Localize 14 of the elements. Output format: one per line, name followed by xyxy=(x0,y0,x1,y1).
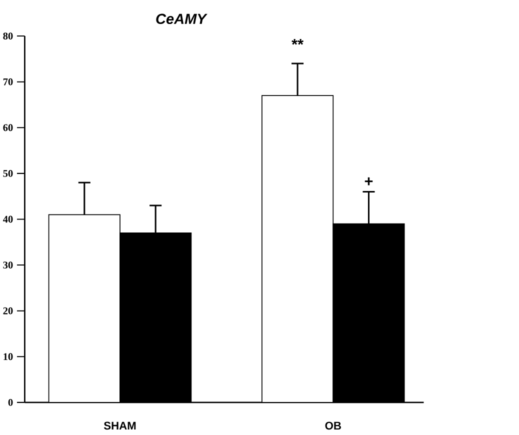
y-tick-label: 30 xyxy=(3,262,13,268)
annotation: ** xyxy=(292,39,304,45)
y-tick-label: 20 xyxy=(3,307,13,314)
y-tick-label: 0 xyxy=(8,398,13,406)
y-tick-label: 50 xyxy=(3,170,13,177)
y-tick-label: 60 xyxy=(3,124,13,132)
y-tick-label: 40 xyxy=(2,216,13,223)
x-tick-label: SHAM xyxy=(104,422,136,430)
annotation: + xyxy=(364,177,373,186)
x-tick-label: OB xyxy=(325,422,341,430)
chart-title: CeAMY xyxy=(156,14,208,24)
y-tick-label: 70 xyxy=(3,78,13,86)
y-tick-label: 80 xyxy=(3,32,13,40)
y-tick-label: 10 xyxy=(4,353,13,360)
